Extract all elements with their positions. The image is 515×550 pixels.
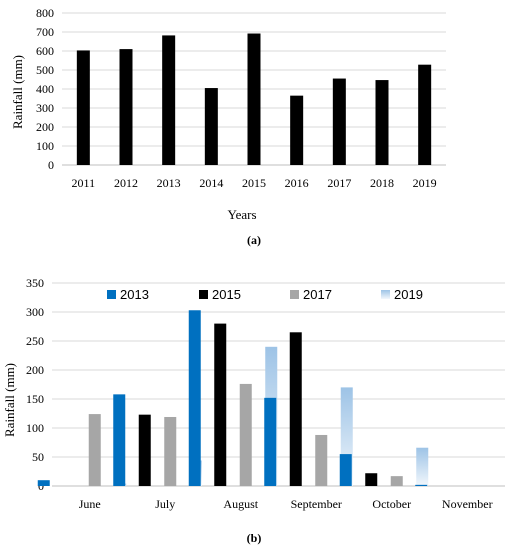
chart-a-x-tick-label: 2015 <box>242 176 266 190</box>
chart-a-bars <box>76 33 432 165</box>
chart-b-bar-june-2017 <box>88 414 101 486</box>
chart-a-x-tick-label: 2014 <box>199 176 223 190</box>
chart-b-panel-label: (b) <box>247 531 262 545</box>
chart-a-y-tick-label: 800 <box>36 6 54 20</box>
chart-b-y-tick-label: 350 <box>26 276 44 290</box>
chart-a-x-tick-label: 2017 <box>327 176 351 190</box>
chart-b-gridlines <box>52 282 505 487</box>
chart-b-legend-swatch <box>381 290 390 299</box>
chart-a-bar-2016 <box>290 95 304 165</box>
chart-a-y-tick-label: 100 <box>36 139 54 153</box>
chart-b-bar-july-2015 <box>138 414 151 486</box>
chart-a-y-tick-label: 700 <box>36 25 54 39</box>
chart-b-x-ticks: June July August September October November <box>79 497 493 511</box>
chart-a-x-tick-label: 2019 <box>413 176 437 190</box>
chart-a-panel-label: (a) <box>247 233 261 247</box>
chart-a-y-tick-label: 300 <box>36 101 54 115</box>
chart-a-y-ticks: 0 100 200 300 400 500 600 700 800 <box>36 6 54 172</box>
chart-a-y-tick-label: 0 <box>48 158 54 172</box>
chart-b-bar-september-2013 <box>264 397 277 486</box>
chart-a-x-tick-label: 2013 <box>157 176 181 190</box>
chart-a-x-ticks: 2011 2012 2013 2014 2015 2016 2017 2018 2019 <box>72 176 437 190</box>
chart-b-y-tick-label: 300 <box>26 305 44 319</box>
chart-b-x-tick-label: November <box>442 497 493 511</box>
chart-b-legend-label: 2013 <box>120 287 149 302</box>
chart-b-legend-label: 2017 <box>303 287 332 302</box>
chart-b-legend-entry-2019: 2019 <box>381 287 423 302</box>
chart-b-bar-july-2017 <box>164 416 177 486</box>
chart-b-x-tick-label: August <box>223 497 258 511</box>
chart-a-bar-2014 <box>204 88 218 165</box>
chart-b-y-tick-label: 150 <box>26 392 44 406</box>
chart-a-y-tick-label: 500 <box>36 63 54 77</box>
chart-b-y-ticks: 050100150200250300350 <box>26 276 44 493</box>
chart-b-bar-october-2017 <box>390 476 403 486</box>
chart-b-legend-entry-2015: 2015 <box>199 287 241 302</box>
chart-a-bar-2019 <box>418 64 432 165</box>
chart-b-bar-june-2013 <box>37 480 50 486</box>
chart-b-y-tick-label: 250 <box>26 334 44 348</box>
chart-b-bar-october-2015 <box>365 473 378 486</box>
chart-a-bar-2015 <box>247 33 261 165</box>
chart-b-y-axis-title: Rainfall (mm) <box>2 363 17 437</box>
chart-b-bar-october-2013 <box>339 454 352 486</box>
chart-a-x-tick-label: 2011 <box>72 176 96 190</box>
chart-b-bar-september-2015 <box>289 332 302 486</box>
chart-b-bar-october-2019 <box>416 447 429 486</box>
chart-b-legend-entry-2013: 2013 <box>107 287 149 302</box>
chart-b: 050100150200250300350 JuneJulyAugustSept… <box>2 276 505 545</box>
chart-b-x-tick-label: September <box>291 497 342 511</box>
chart-b-legend-label: 2015 <box>212 287 241 302</box>
chart-b-bar-august-2013 <box>188 310 201 486</box>
chart-a-y-tick-label: 600 <box>36 44 54 58</box>
chart-b-x-tick-label: October <box>372 497 411 511</box>
chart-b-bar-august-2017 <box>239 383 252 486</box>
chart-a-x-tick-label: 2016 <box>285 176 309 190</box>
chart-b-legend-swatch <box>290 290 299 299</box>
chart-b-bar-july-2013 <box>113 394 126 486</box>
chart-b-bar-august-2015 <box>214 323 227 486</box>
chart-a-y-tick-label: 200 <box>36 120 54 134</box>
chart-b-bars <box>37 310 429 486</box>
chart-a-x-tick-label: 2012 <box>114 176 138 190</box>
chart-a-bar-2011 <box>76 50 90 165</box>
chart-a-x-axis-title: Years <box>227 207 256 222</box>
chart-b-bar-september-2017 <box>315 434 328 486</box>
chart-b-y-tick-label: 200 <box>26 363 44 377</box>
chart-b-bar-november-2013 <box>415 484 428 486</box>
chart-b-x-tick-label: June <box>79 497 101 511</box>
chart-b-legend-label: 2019 <box>394 287 423 302</box>
chart-b-legend-entry-2017: 2017 <box>290 287 332 302</box>
chart-b-x-tick-label: July <box>155 497 175 511</box>
chart-a-x-tick-label: 2018 <box>370 176 394 190</box>
chart-a-y-tick-label: 400 <box>36 82 54 96</box>
chart-a-bar-2018 <box>375 80 389 165</box>
chart-b-legend-swatch <box>199 290 208 299</box>
chart-a-bar-2013 <box>162 35 176 165</box>
chart-a-bar-2017 <box>332 78 346 165</box>
chart-b-legend-swatch <box>107 290 116 299</box>
chart-b-legend: 2013 2015 2017 2019 <box>107 287 423 302</box>
chart-a-bar-2012 <box>119 49 133 165</box>
chart-b-y-tick-label: 100 <box>26 421 44 435</box>
chart-a-y-axis-title: Rainfall (mm) <box>10 55 25 129</box>
chart-b-y-tick-label: 50 <box>32 450 44 464</box>
